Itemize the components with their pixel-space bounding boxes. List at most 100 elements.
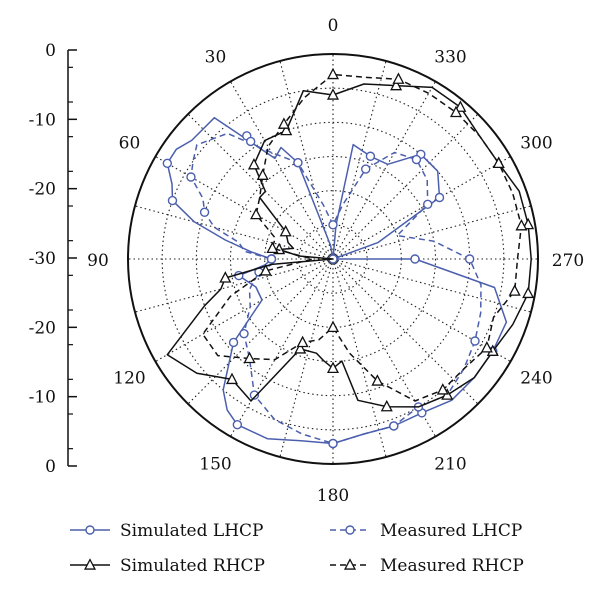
data-point-triangle — [296, 335, 309, 348]
legend-item: Measured LHCP — [330, 521, 522, 541]
data-point-triangle — [371, 374, 384, 386]
legend: Simulated LHCP Measured LHCP Simulated RHC… — [70, 521, 524, 576]
data-point-triangle — [250, 207, 263, 220]
grid-circle — [229, 155, 437, 363]
data-point-circle — [464, 254, 475, 264]
legend-item: Simulated LHCP — [70, 521, 263, 541]
data-point-triangle — [277, 117, 290, 129]
legend-item: Simulated RHCP — [70, 556, 265, 576]
data-point-circle — [434, 192, 445, 203]
data-point-circle — [162, 158, 173, 169]
data-point-triangle — [449, 105, 463, 118]
legend-label: Simulated LHCP — [120, 521, 263, 541]
data-point-circle — [328, 220, 338, 230]
angle-label: 240 — [520, 369, 552, 389]
angle-label: 120 — [113, 369, 145, 389]
series-line — [190, 132, 482, 445]
data-point-triangle — [492, 156, 505, 169]
data-point-circle — [345, 525, 355, 535]
data-point-triangle — [480, 341, 493, 353]
data-point-circle — [328, 438, 338, 449]
data-point-triangle — [343, 558, 357, 570]
data-point-triangle — [326, 88, 340, 100]
data-point-circle — [293, 157, 303, 168]
grid-spoke — [187, 258, 334, 405]
radial-tick-label: -20 — [29, 318, 56, 338]
data-point-circle — [365, 151, 376, 161]
data-point-triangle — [326, 361, 340, 374]
series-simulated-lhcp — [162, 116, 508, 449]
angle-label: 270 — [552, 251, 584, 271]
angle-label: 300 — [520, 134, 552, 154]
data-point-circle — [228, 337, 239, 348]
grid-spoke — [332, 258, 387, 458]
data-point-circle — [167, 195, 178, 206]
data-point-triangle — [219, 271, 232, 283]
data-point-circle — [410, 254, 420, 264]
data-point-triangle — [225, 372, 238, 385]
data-point-triangle — [380, 399, 393, 412]
radial-tick-label: -20 — [29, 180, 56, 200]
angle-labels: 0 30 60 90 120 150 180 210 240 270 300 330 — [87, 16, 584, 506]
angle-label: 60 — [119, 134, 141, 154]
series-group — [162, 67, 535, 449]
data-point-circle — [389, 421, 399, 431]
grid-spoke — [155, 156, 334, 260]
angle-label: 330 — [434, 47, 466, 67]
data-point-circle — [249, 390, 260, 400]
angle-label: 30 — [205, 47, 227, 67]
data-point-circle — [186, 172, 196, 182]
radial-tick-label: -30 — [29, 249, 56, 269]
series-measured-lhcp — [186, 132, 482, 449]
data-point-circle — [239, 328, 249, 339]
radial-tick-label: 0 — [45, 457, 56, 477]
series-simulated-rhcp — [166, 78, 535, 412]
data-point-triangle — [247, 157, 260, 170]
data-point-circle — [361, 164, 371, 174]
angle-label: 210 — [434, 455, 466, 475]
data-point-triangle — [243, 351, 256, 364]
legend-label: Measured LHCP — [380, 521, 522, 541]
outer-ring — [127, 53, 539, 465]
series-line — [166, 83, 532, 408]
radial-tick-label: -10 — [29, 388, 56, 408]
data-point-triangle — [392, 72, 405, 84]
data-point-triangle — [294, 342, 307, 354]
data-point-triangle — [436, 383, 449, 395]
legend-label: Simulated RHCP — [120, 556, 265, 576]
data-point-triangle — [280, 123, 293, 136]
data-point-triangle — [326, 67, 340, 80]
data-point-triangle — [508, 284, 521, 296]
grid-spoke — [332, 258, 511, 362]
legend-item: Measured RHCP — [330, 556, 524, 576]
data-point-circle — [199, 207, 210, 217]
radial-tick-label: -10 — [29, 110, 56, 130]
data-point-circle — [422, 199, 433, 210]
grid-spoke — [332, 205, 532, 260]
data-point-circle — [232, 419, 243, 430]
angle-label: 0 — [328, 16, 339, 36]
data-point-triangle — [390, 78, 403, 91]
data-point-circle — [245, 136, 256, 147]
data-point-triangle — [259, 264, 272, 276]
data-point-circle — [266, 254, 277, 264]
angle-label: 180 — [317, 486, 349, 506]
data-point-triangle — [515, 218, 528, 231]
grid-spoke — [332, 258, 532, 313]
data-point-triangle — [326, 320, 340, 333]
data-point-circle — [470, 336, 480, 346]
radial-axis: 0 -10 -20 -30 -20 -10 0 — [29, 41, 77, 477]
data-point-circle — [411, 154, 422, 165]
radial-tick-label: 0 — [45, 41, 56, 61]
data-point-triangle — [266, 241, 279, 254]
data-point-triangle — [522, 286, 535, 299]
angle-label: 90 — [87, 251, 109, 271]
series-line — [202, 73, 523, 402]
series-measured-rhcp — [202, 67, 528, 402]
data-point-triangle — [454, 100, 467, 112]
data-point-triangle — [522, 217, 535, 230]
data-point-triangle — [279, 224, 292, 237]
legend-label: Measured RHCP — [380, 556, 524, 576]
series-line — [166, 116, 508, 445]
